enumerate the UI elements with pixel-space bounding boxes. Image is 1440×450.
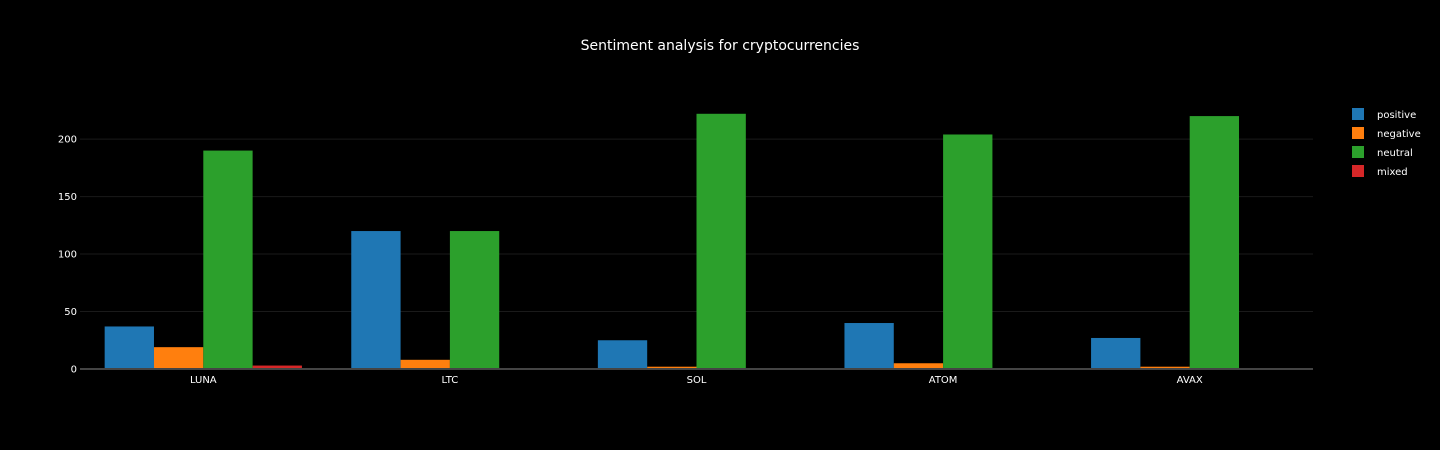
- legend-item-neutral[interactable]: neutral: [1352, 146, 1413, 159]
- legend-item-mixed[interactable]: mixed: [1352, 165, 1408, 178]
- x-tick-label: SOL: [687, 375, 707, 386]
- legend-swatch: [1352, 127, 1364, 139]
- y-tick-label: 0: [71, 365, 77, 376]
- x-tick-label: LUNA: [190, 375, 217, 386]
- x-tick-label: LTC: [442, 375, 459, 386]
- bar-ltc-positive[interactable]: [351, 231, 401, 369]
- legend-label: positive: [1377, 110, 1416, 121]
- legend-swatch: [1352, 165, 1364, 177]
- bar-atom-positive[interactable]: [844, 323, 894, 369]
- bar-ltc-negative[interactable]: [400, 359, 450, 369]
- legend-swatch: [1352, 146, 1364, 158]
- bar-sol-positive[interactable]: [597, 340, 648, 369]
- bar-luna-mixed[interactable]: [252, 365, 302, 369]
- bar-atom-negative[interactable]: [893, 363, 944, 369]
- x-tick-label: ATOM: [929, 375, 958, 386]
- legend-label: mixed: [1377, 167, 1408, 178]
- legend[interactable]: positive negative neutral mixed: [1352, 108, 1421, 178]
- chart-title: Sentiment analysis for cryptocurrencies: [581, 38, 860, 54]
- bar-avax-negative[interactable]: [1140, 366, 1190, 369]
- bar-avax-positive[interactable]: [1091, 337, 1141, 369]
- legend-item-negative[interactable]: negative: [1352, 127, 1421, 140]
- legend-item-positive[interactable]: positive: [1352, 108, 1416, 121]
- bar-luna-neutral[interactable]: [203, 150, 253, 369]
- bars-layer: [104, 113, 1240, 369]
- bar-sol-negative[interactable]: [647, 366, 697, 369]
- bar-ltc-neutral[interactable]: [449, 231, 500, 369]
- y-tick-label: 100: [58, 250, 77, 261]
- bar-luna-positive[interactable]: [104, 326, 154, 369]
- y-tick-label: 50: [64, 307, 77, 318]
- bar-atom-neutral[interactable]: [943, 134, 993, 369]
- bar-luna-negative[interactable]: [153, 347, 204, 369]
- bar-sol-neutral[interactable]: [696, 113, 746, 369]
- x-tick-label: AVAX: [1177, 375, 1203, 386]
- y-tick-label: 150: [58, 192, 77, 203]
- bar-avax-neutral[interactable]: [1189, 116, 1240, 369]
- legend-label: neutral: [1377, 148, 1413, 159]
- y-tick-label: 200: [58, 135, 77, 146]
- legend-label: negative: [1377, 129, 1421, 140]
- legend-swatch: [1352, 108, 1364, 120]
- axis-layer: 0 50 100 150 200 LUNA LTC SOL ATOM AVAX: [58, 135, 1313, 386]
